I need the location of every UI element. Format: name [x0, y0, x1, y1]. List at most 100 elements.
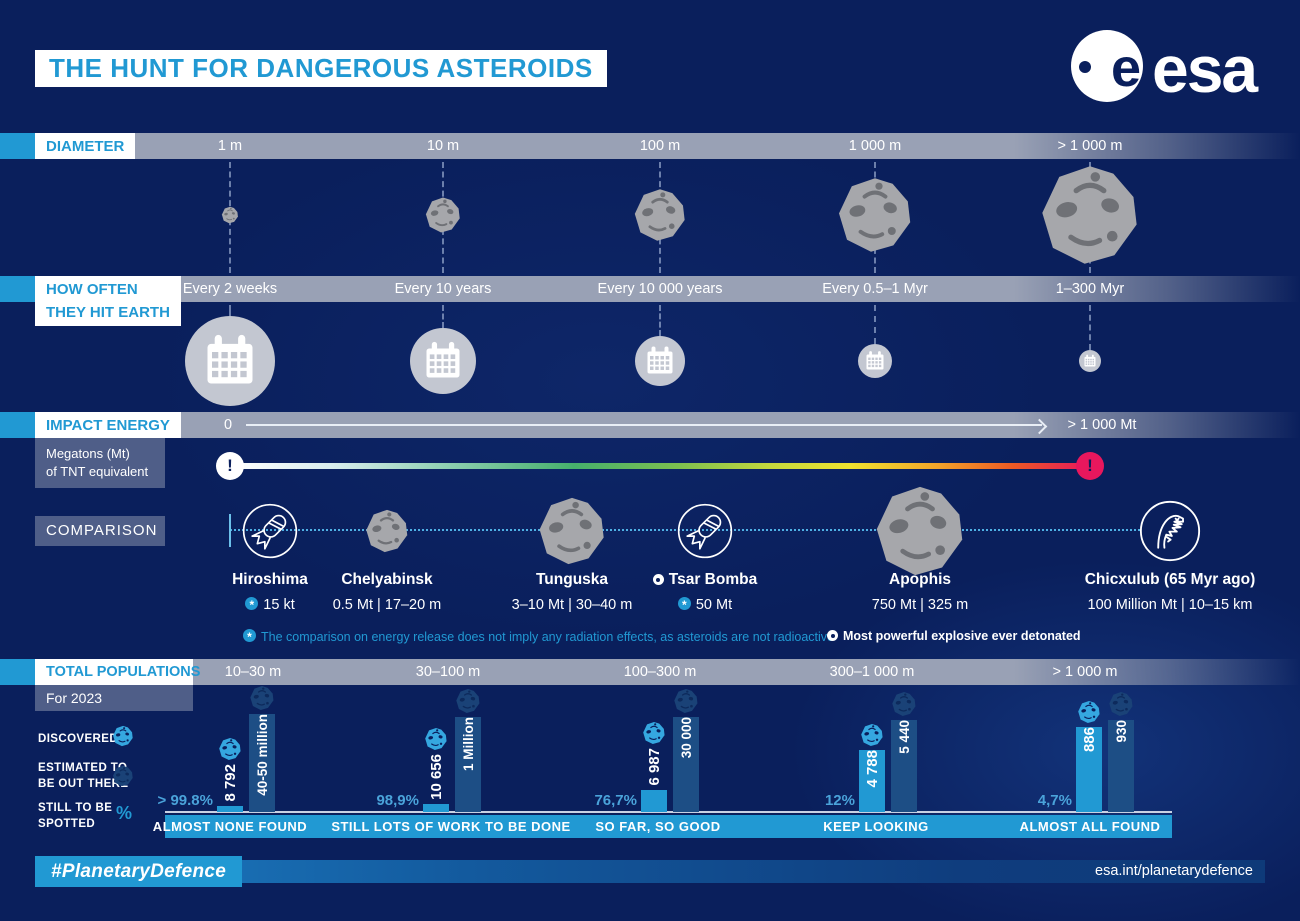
- comparison-item-name: Hiroshima: [232, 571, 308, 588]
- estimated-bar-value: 5 440: [896, 720, 912, 754]
- populations-label: TOTAL POPULATIONS: [46, 664, 201, 680]
- frequency-label-line2: THEY HIT EARTH: [46, 304, 170, 321]
- status-label: ALMOST ALL FOUND: [1019, 819, 1161, 834]
- estimated-bar-value: 40-50 million: [254, 714, 270, 796]
- comparison-item-name: Tunguska: [535, 571, 609, 588]
- estimated-bar-group: 1 Million: [455, 688, 481, 812]
- population-category-tick: 10–30 m: [224, 664, 282, 680]
- diameter-tick: > 1 000 m: [1057, 138, 1123, 154]
- estimated-bar-value: 930: [1113, 720, 1129, 743]
- estimated-asteroid-icon: [1108, 691, 1134, 717]
- calendar-dashed-line: [1089, 305, 1091, 350]
- populations-label-box: TOTAL POPULATIONS: [35, 659, 201, 685]
- frequency-label-line1: HOW OFTEN: [46, 281, 138, 298]
- discovered-bar-value: 886: [1080, 727, 1098, 753]
- energy-gradient-line: [230, 463, 1090, 469]
- discovered-asteroid-icon: [112, 725, 134, 747]
- frequency-tick: Every 10 000 years: [597, 281, 723, 297]
- frequency-tick: Every 10 years: [394, 281, 492, 297]
- asteroid-icon: [632, 187, 688, 243]
- discovered-asteroid-icon: [424, 727, 448, 751]
- discovered-bar-value: 10 656: [427, 754, 445, 800]
- comparison-item-name: Tsar Bomba: [575, 571, 835, 589]
- estimated-bar-group: 930: [1108, 691, 1134, 812]
- populations-year: For 2023: [46, 690, 103, 706]
- still-to-spot-percent: > 99.8%: [157, 792, 213, 809]
- calendar-icon: [185, 316, 275, 406]
- discovered-asteroid-icon: [218, 737, 242, 761]
- legend-estimated-label: ESTIMATED TO BE OUT THERE: [38, 760, 128, 792]
- comparison-item-value: 750 Mt | 325 m: [871, 597, 969, 613]
- status-label: KEEP LOOKING: [823, 819, 929, 834]
- comparison-item-name: Apophis: [889, 571, 951, 588]
- estimated-bar: 40-50 million: [249, 714, 275, 812]
- comparison-item-value: 100 Million Mt | 10–15 km: [1087, 597, 1253, 613]
- esa-logo-icon: e esa: [1071, 30, 1261, 106]
- discovered-asteroid-icon: [860, 723, 884, 747]
- tsar-bomba-footnote-text: Most powerful explosive ever detonated: [843, 629, 1081, 643]
- legend-discovered-label: DISCOVERED: [38, 733, 119, 745]
- hashtag-box: #PlanetaryDefence: [35, 856, 243, 887]
- comparison-item-value: * 50 Mt: [575, 597, 835, 613]
- populations-band-accent: [0, 659, 35, 685]
- discovered-bar-value: 6 987: [645, 748, 663, 786]
- diameter-tick: 1 000 m: [848, 138, 902, 154]
- diameter-label-box: DIAMETER: [35, 133, 136, 159]
- impact-energy-label: IMPACT ENERGY: [46, 416, 170, 434]
- estimated-asteroid-icon: [673, 688, 699, 714]
- discovered-bar-group: 886: [1076, 700, 1102, 812]
- calendar-dashed-line: [442, 305, 444, 328]
- frequency-tick: 1–300 Myr: [1055, 281, 1125, 297]
- estimated-asteroid-icon: [455, 688, 481, 714]
- estimated-bar-group: 5 440: [891, 691, 917, 812]
- estimated-bar: 1 Million: [455, 717, 481, 812]
- population-category-tick: 100–300 m: [623, 664, 697, 680]
- asteroid-icon-medium: [536, 495, 608, 567]
- discovered-bar-group: 10 656: [423, 727, 449, 812]
- asteroid-icon: [1037, 162, 1143, 268]
- discovered-bar: 4 788: [859, 750, 885, 812]
- bomb-icon: [677, 503, 733, 559]
- still-to-spot-percent: 98,9%: [376, 792, 419, 809]
- comparison-item-value: 0.5 Mt | 17–20 m: [332, 597, 442, 613]
- frequency-band-accent: [0, 276, 35, 302]
- population-chart-baseline: [165, 811, 1172, 813]
- energy-scale-end: > 1 000 Mt: [1067, 417, 1137, 433]
- estimated-bar-value: 30 000: [678, 717, 694, 759]
- impact-energy-unit-line1: Megatons (Mt): [46, 446, 130, 461]
- estimated-bar: 930: [1108, 720, 1134, 812]
- discovered-bar-group: 6 987: [641, 721, 667, 812]
- energy-scale-arrow-line: [246, 424, 1042, 426]
- diameter-band-accent: [0, 133, 35, 159]
- frequency-band: Every 2 weeks Every 10 years Every 10 000 …: [0, 276, 1300, 302]
- legend-estimated-line2: BE OUT THERE: [38, 778, 129, 790]
- comparison-axis-tick: [229, 514, 231, 547]
- impact-energy-unit-line2: of TNT equivalent: [46, 464, 149, 479]
- comparison-item-value: * 15 kt: [140, 597, 400, 613]
- discovered-bar: [641, 790, 667, 812]
- population-category-tick: 300–1 000 m: [829, 664, 915, 680]
- impact-energy-band: 0 > 1 000 Mt: [0, 412, 1300, 438]
- dinosaur-icon: [1139, 500, 1201, 562]
- comparison-item-name: Chelyabinsk: [341, 571, 433, 588]
- asteroid-icon: [221, 206, 239, 224]
- asteroid-icon-small: [364, 508, 410, 554]
- discovered-bar: [423, 804, 449, 812]
- diameter-tick: 1 m: [217, 138, 243, 154]
- estimated-asteroid-icon: [891, 691, 917, 717]
- asteroid-icon: [835, 175, 915, 255]
- population-category-tick: 30–100 m: [415, 664, 481, 680]
- estimated-asteroid-icon: [249, 685, 275, 711]
- diameter-band: 1 m 10 m 100 m 1 000 m > 1 000 m: [0, 133, 1300, 159]
- discovered-asteroid-icon: [642, 721, 666, 745]
- low-energy-alert-icon: !: [216, 452, 244, 480]
- population-category-tick: > 1 000 m: [1052, 664, 1118, 680]
- esa-logo: e esa: [1070, 28, 1270, 111]
- impact-energy-unit-box: Megatons (Mt) of TNT equivalent: [35, 438, 165, 488]
- svg-text:e: e: [1111, 38, 1141, 98]
- frequency-label-box: HOW OFTEN THEY HIT EARTH: [35, 276, 181, 326]
- page-title: THE HUNT FOR DANGEROUS ASTEROIDS: [49, 53, 593, 83]
- estimated-bar: 30 000: [673, 717, 699, 812]
- tsar-bomba-footnote: Most powerful explosive ever detonated: [827, 629, 1081, 643]
- title-banner: THE HUNT FOR DANGEROUS ASTEROIDS: [35, 50, 607, 87]
